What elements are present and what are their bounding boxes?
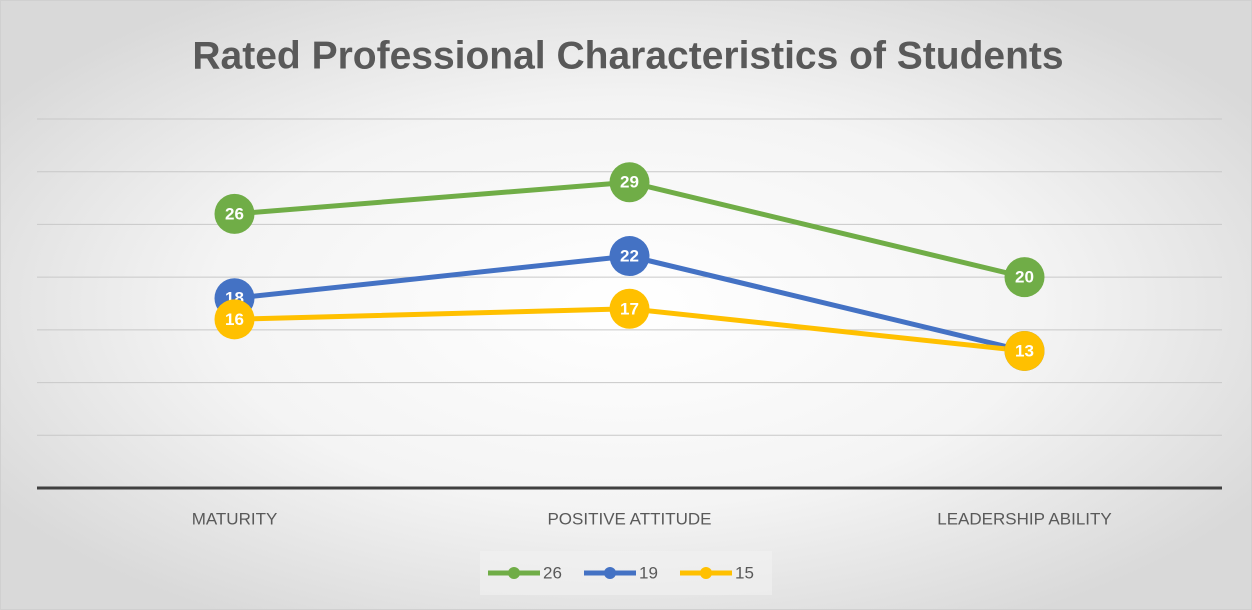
data-point bbox=[1004, 257, 1045, 298]
legend-label: 26 bbox=[543, 563, 562, 582]
data-point bbox=[214, 193, 255, 234]
data-label: 29 bbox=[620, 173, 639, 192]
data-label: 26 bbox=[225, 204, 244, 223]
data-point bbox=[609, 288, 650, 329]
data-label: 16 bbox=[225, 310, 244, 329]
data-point bbox=[609, 236, 650, 277]
data-point bbox=[1004, 330, 1045, 371]
legend-marker bbox=[508, 567, 520, 579]
data-label: 13 bbox=[1015, 341, 1034, 360]
chart-title: Rated Professional Characteristics of St… bbox=[192, 34, 1063, 77]
legend-marker bbox=[604, 567, 616, 579]
x-tick-label: POSITIVE ATTITUDE bbox=[547, 509, 711, 528]
x-tick-label: LEADERSHIP ABILITY bbox=[937, 509, 1111, 528]
legend-label: 19 bbox=[639, 563, 658, 582]
legend-marker bbox=[700, 567, 712, 579]
legend-label: 15 bbox=[735, 563, 754, 582]
data-point bbox=[214, 299, 255, 340]
data-label: 20 bbox=[1015, 268, 1034, 287]
data-point bbox=[609, 162, 650, 203]
data-label: 17 bbox=[620, 299, 639, 318]
x-tick-label: MATURITY bbox=[192, 509, 278, 528]
data-label: 22 bbox=[620, 247, 639, 266]
